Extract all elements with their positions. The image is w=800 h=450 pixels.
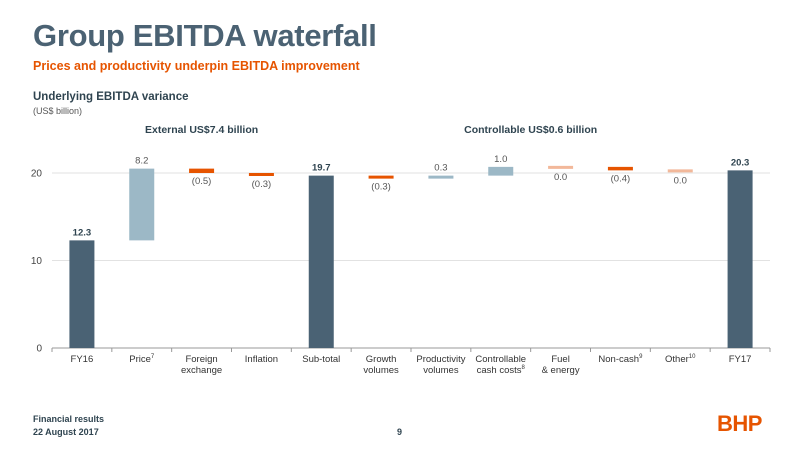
chart-unit-label: (US$ billion) — [33, 106, 83, 116]
data-label: 0.0 — [554, 172, 567, 183]
slide-title: Group EBITDA waterfall — [33, 18, 377, 53]
x-tick-label: Foreign — [185, 354, 217, 365]
page-number: 9 — [397, 427, 403, 437]
data-label: 19.7 — [312, 163, 331, 174]
data-label: 0.0 — [674, 175, 687, 186]
group-label-external: External US$7.4 billion — [144, 124, 259, 136]
bar-productivity-volumes — [428, 175, 454, 179]
group-label-controllable: Controllable US$0.6 billion — [464, 124, 598, 136]
y-tick-label: 0 — [36, 344, 42, 355]
y-tick-label: 20 — [31, 169, 43, 180]
x-tick-label: volumes — [363, 365, 399, 376]
x-tick-label: Productivity — [416, 354, 465, 365]
data-label: 8.2 — [135, 156, 148, 167]
data-label: (0.3) — [371, 182, 391, 193]
bar-fuel-energy — [548, 165, 574, 169]
x-tick-label: & energy — [542, 365, 580, 376]
x-tick-label: FY16 — [71, 354, 94, 365]
x-tick-label: cash costs8 — [477, 365, 526, 376]
data-label: 12.3 — [73, 227, 92, 238]
x-tick-label: Non-cash9 — [598, 354, 643, 365]
bar-price — [129, 168, 155, 241]
chart-title: Underlying EBITDA variance — [33, 91, 189, 103]
data-label: (0.4) — [611, 173, 631, 184]
data-label: 0.3 — [434, 163, 447, 174]
bar-inflation — [248, 173, 274, 176]
x-tick-label: Fuel — [551, 354, 569, 365]
x-tick-label: Price7 — [129, 354, 155, 365]
x-tick-label: volumes — [423, 365, 459, 376]
data-label: 1.0 — [494, 154, 507, 165]
footer-title: Financial results — [33, 414, 105, 424]
x-tick-label: Growth — [366, 354, 397, 365]
bar-foreign-exchange — [189, 168, 215, 173]
bar-non-cash — [607, 166, 633, 171]
bar-sub-total — [308, 175, 334, 348]
bar-controllable-cash-costs — [488, 166, 514, 176]
bar-growth-volumes — [368, 175, 394, 179]
footer-date: 22 August 2017 — [33, 427, 99, 437]
data-label: 20.3 — [731, 157, 750, 168]
x-tick-label: FY17 — [729, 354, 752, 365]
bar-other — [667, 169, 693, 173]
x-tick-label: Controllable — [475, 354, 526, 365]
data-label: (0.3) — [252, 179, 272, 190]
data-label: (0.5) — [192, 176, 212, 187]
x-tick-label: Inflation — [245, 354, 278, 365]
x-tick-label: Other10 — [665, 354, 696, 365]
x-tick-label: Sub-total — [302, 354, 340, 365]
bar-fy17 — [727, 170, 753, 348]
bhp-logo: BHP — [717, 411, 762, 436]
x-tick-label: exchange — [181, 365, 222, 376]
bar-fy16 — [69, 240, 95, 348]
y-tick-label: 10 — [31, 256, 43, 267]
slide-subtitle: Prices and productivity underpin EBITDA … — [33, 59, 360, 73]
